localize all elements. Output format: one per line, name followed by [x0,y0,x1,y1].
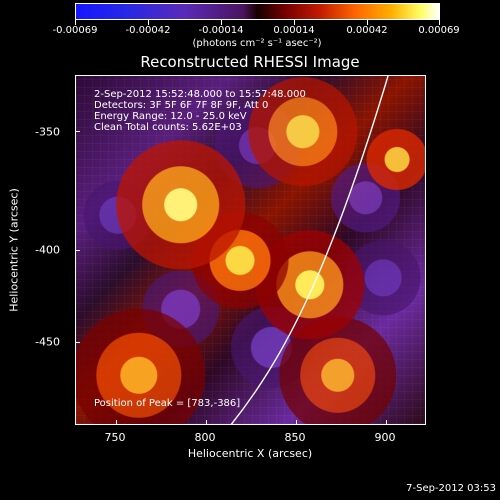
colorbar-tick-label: -0.00069 [52,25,98,36]
x-axis-tick-label: 900 [374,431,396,444]
x-axis-tick-mark [296,420,297,424]
y-axis-tick-mark [76,131,80,132]
info-line-time: 2-Sep-2012 15:52:48.000 to 15:57:48.000 [94,89,306,100]
solar-limb-curve [230,76,389,424]
y-axis-tick-label: -450 [35,335,60,349]
generation-timestamp: 7-Sep-2012 03:53 [406,483,496,494]
x-axis-tick-label: 750 [104,431,126,444]
colorbar-tick-mark [367,20,368,25]
rhessi-image-plot: 2-Sep-2012 15:52:48.000 to 15:57:48.000 … [75,75,426,425]
x-axis-tick-mark [206,420,207,424]
colorbar-tick-label: 0.00069 [418,25,460,36]
colorbar-tick-label: -0.00042 [125,25,171,36]
info-line-counts: Clean Total counts: 5.62E+03 [94,122,242,133]
colorbar-tick-mark [148,20,149,25]
info-line-detectors: Detectors: 3F 5F 6F 7F 8F 9F, Att 0 [94,100,269,111]
y-axis-tick-label: -400 [35,243,60,257]
colorbar-tick-label: 0.00042 [346,25,388,36]
y-axis-tick-mark [76,342,80,343]
colorbar-tick-mark [439,20,440,25]
colorbar-tick-label: 0.00014 [273,25,315,36]
colorbar-tick-mark [294,20,295,25]
x-axis-tick-label: 850 [284,431,306,444]
x-axis-title: Heliocentric X (arcsec) [187,447,313,460]
peak-position-label: Position of Peak = [783,-386] [94,398,241,409]
colorbar [75,3,440,20]
y-axis-tick-label: -350 [35,125,60,139]
x-axis-tick-mark [116,420,117,424]
info-line-energy: Energy Range: 12.0 - 25.0 keV [94,111,247,122]
x-axis-tick-mark [386,420,387,424]
x-axis-tick-label: 800 [194,431,216,444]
colorbar-units: (photons cm⁻² s⁻¹ asec⁻²) [192,38,322,49]
plot-title: Reconstructed RHESSI Image [140,53,360,71]
colorbar-tick-label: -0.00014 [198,25,244,36]
y-axis-title: Heliocentric Y (arcsec) [7,188,21,312]
y-axis-tick-mark [76,250,80,251]
colorbar-tick-mark [221,20,222,25]
colorbar-tick-mark [75,20,76,25]
